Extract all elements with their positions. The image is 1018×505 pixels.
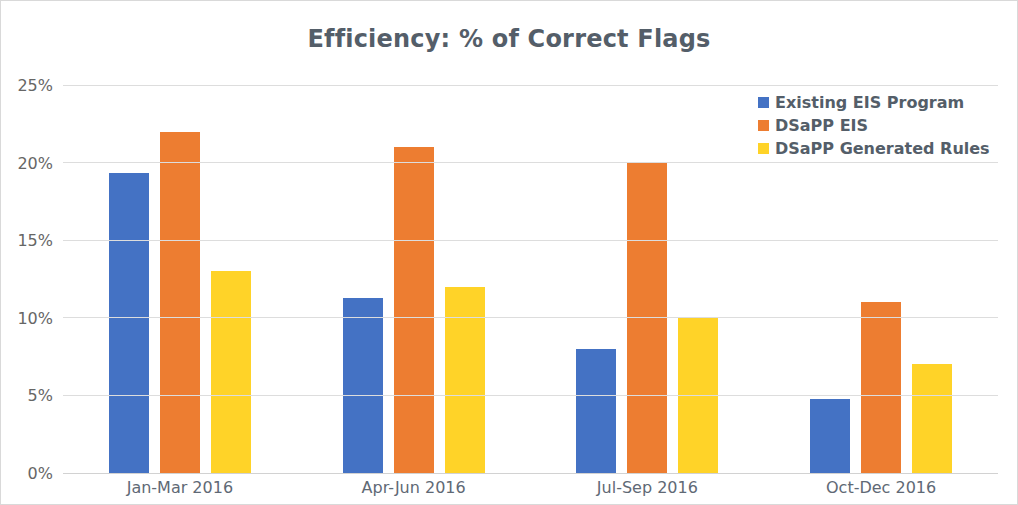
legend-item-dsapp-generated-rules[interactable]: DSaPP Generated Rules — [758, 137, 990, 160]
legend-swatch-existing-eis-program — [758, 97, 769, 108]
y-tick-label: 0% — [1, 464, 55, 483]
bar-existing-eis-program[interactable] — [576, 349, 616, 473]
legend-label: DSaPP Generated Rules — [775, 139, 990, 158]
legend-item-existing-eis-program[interactable]: Existing EIS Program — [758, 91, 990, 114]
gridline — [63, 395, 998, 396]
gridline — [63, 240, 998, 241]
legend-label: DSaPP EIS — [775, 116, 868, 135]
legend-swatch-dsapp-generated-rules — [758, 143, 769, 154]
bar-dsapp-generated-rules[interactable] — [445, 287, 485, 473]
gridline — [63, 162, 998, 163]
x-axis-label: Oct-Dec 2016 — [764, 478, 998, 497]
gridline — [63, 317, 998, 318]
y-tick-label: 10% — [1, 308, 55, 327]
chart-card: { "chart_data": { "type": "bar", "title"… — [0, 0, 1018, 505]
y-tick-label: 5% — [1, 386, 55, 405]
x-axis-label: Jul-Sep 2016 — [531, 478, 765, 497]
bar-existing-eis-program[interactable] — [810, 399, 850, 473]
x-axis-label: Apr-Jun 2016 — [297, 478, 531, 497]
y-tick-label: 25% — [1, 76, 55, 95]
gridline — [63, 85, 998, 86]
bar-existing-eis-program[interactable] — [343, 298, 383, 473]
y-axis: 0%5%10%15%20%25% — [1, 85, 55, 473]
bar-dsapp-eis[interactable] — [394, 147, 434, 473]
bar-group-apr-jun-2016 — [297, 85, 531, 473]
y-tick-label: 20% — [1, 153, 55, 172]
legend-label: Existing EIS Program — [775, 93, 964, 112]
y-tick-label: 15% — [1, 231, 55, 250]
x-axis: Jan-Mar 2016Apr-Jun 2016Jul-Sep 2016Oct-… — [63, 478, 998, 497]
legend: Existing EIS Program DSaPP EIS DSaPP Gen… — [758, 91, 990, 160]
bar-existing-eis-program[interactable] — [109, 173, 149, 473]
bar-dsapp-generated-rules[interactable] — [211, 271, 251, 473]
x-axis-label: Jan-Mar 2016 — [63, 478, 297, 497]
bar-dsapp-generated-rules[interactable] — [912, 364, 952, 473]
chart-title: Efficiency: % of Correct Flags — [1, 25, 1017, 53]
legend-swatch-dsapp-eis — [758, 120, 769, 131]
bar-dsapp-eis[interactable] — [160, 132, 200, 473]
bar-group-jan-mar-2016 — [63, 85, 297, 473]
legend-item-dsapp-eis[interactable]: DSaPP EIS — [758, 114, 990, 137]
x-axis-line — [63, 473, 998, 474]
bar-group-jul-sep-2016 — [531, 85, 765, 473]
bar-dsapp-eis[interactable] — [861, 302, 901, 473]
